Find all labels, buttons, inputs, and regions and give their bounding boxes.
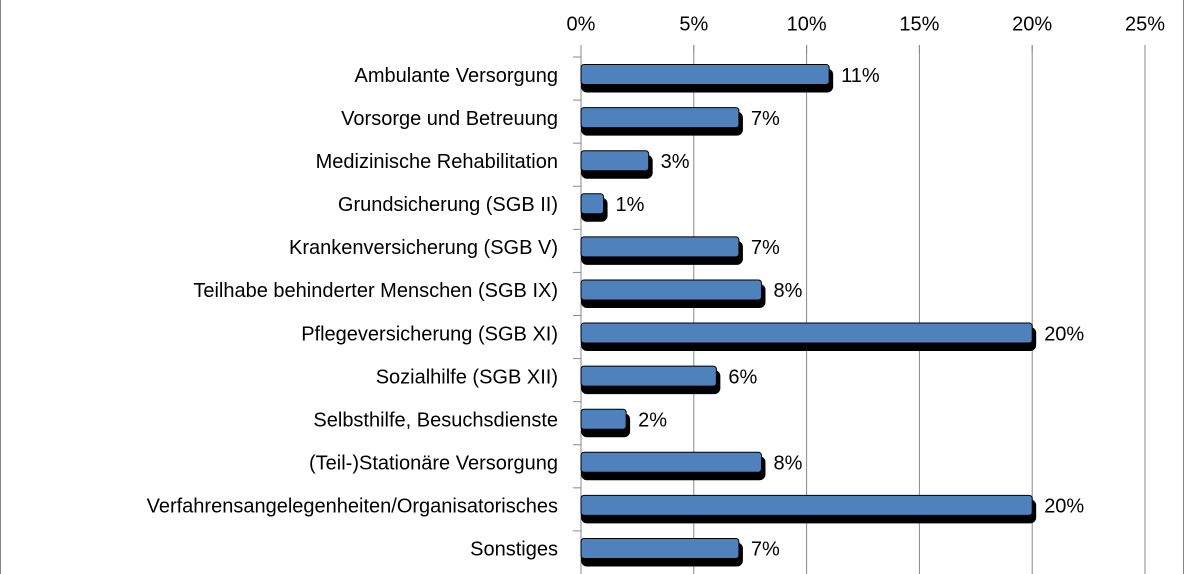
x-tick-label: 20%: [1012, 13, 1052, 35]
y-tick-label: Ambulante Versorgung: [355, 65, 558, 87]
bar: [580, 107, 740, 129]
data-label: 1%: [616, 194, 645, 216]
y-tick-label: Vorsorge und Betreuung: [341, 108, 558, 130]
x-tick-label: 25%: [1125, 13, 1165, 35]
bar: [580, 494, 1033, 516]
data-label: 7%: [751, 539, 780, 561]
data-label: 20%: [1044, 496, 1084, 518]
y-tick-label: Selbsthilfe, Besuchsdienste: [313, 409, 558, 431]
y-tick-label: Medizinische Rehabilitation: [316, 151, 558, 173]
data-label: 8%: [773, 453, 802, 475]
bar: [580, 193, 605, 215]
x-tick-label: 15%: [899, 13, 939, 35]
data-label: 6%: [728, 366, 757, 388]
y-tick-label: Verfahrensangelegenheiten/Organisatorisc…: [147, 496, 558, 518]
y-tick-label: Krankenversicherung (SGB V): [289, 237, 558, 259]
x-tick-label: 0%: [567, 13, 596, 35]
bar: [580, 279, 762, 301]
bar: [580, 365, 717, 387]
bar: [580, 537, 740, 559]
bar: [580, 64, 830, 86]
y-tick-label: Teilhabe behinderter Menschen (SGB IX): [193, 280, 558, 302]
bar: [580, 150, 650, 172]
data-label: 20%: [1044, 323, 1084, 345]
data-label: 11%: [841, 65, 880, 87]
bar: [580, 236, 740, 258]
data-label: 2%: [638, 409, 667, 431]
bar: [580, 322, 1033, 344]
y-tick-label: Sonstiges: [470, 539, 558, 561]
bar: [580, 451, 762, 473]
data-label: 7%: [751, 237, 780, 259]
y-tick-label: Pflegeversicherung (SGB XI): [301, 323, 558, 345]
bar: [580, 408, 627, 430]
x-tick-label: 5%: [679, 13, 708, 35]
data-label: 7%: [751, 108, 780, 130]
y-tick-label: (Teil-)Stationäre Versorgung: [309, 453, 558, 475]
y-tick-label: Sozialhilfe (SGB XII): [376, 366, 558, 388]
x-tick-label: 10%: [787, 13, 827, 35]
data-label: 8%: [773, 280, 802, 302]
data-label: 3%: [661, 151, 690, 173]
y-tick-label: Grundsicherung (SGB II): [338, 194, 558, 216]
